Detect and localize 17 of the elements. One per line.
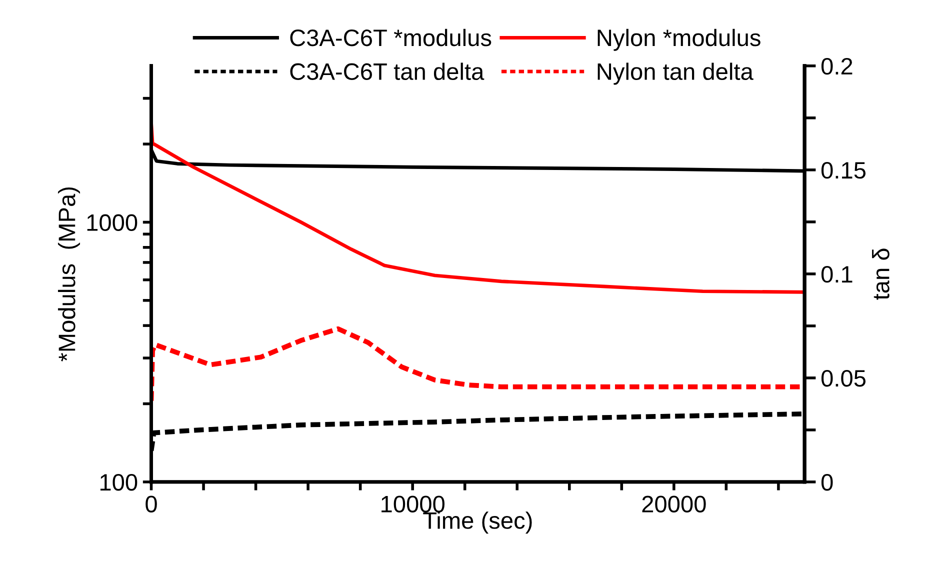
x-tick-label: 10000	[382, 496, 444, 512]
y2-tick-label: 0.05	[821, 370, 866, 387]
y2-tick-label: 0.2	[821, 58, 852, 75]
x-tick-label: 0	[146, 496, 157, 512]
legend-label: C3A-C6T *modulus	[290, 28, 492, 46]
y2-tick-label: 0.15	[821, 162, 866, 179]
y-axis-title: *Modulus (MPa)	[58, 187, 80, 362]
y-tick-label: 1000	[87, 214, 138, 232]
y-tick-label: 100	[100, 474, 138, 491]
x-tick-label: 20000	[642, 496, 706, 512]
legend-label: Nylon *modulus	[598, 28, 760, 51]
y2-axis-title: tan δ	[872, 248, 890, 300]
y2-tick-label: 0.1	[821, 266, 852, 283]
legend-label: Nylon tan delta	[598, 62, 754, 85]
y2-tick-label: 0	[821, 474, 833, 491]
x-axis-title: Time (sec)	[423, 512, 532, 534]
legend-label: C3A-C6T tan delta	[290, 62, 484, 80]
